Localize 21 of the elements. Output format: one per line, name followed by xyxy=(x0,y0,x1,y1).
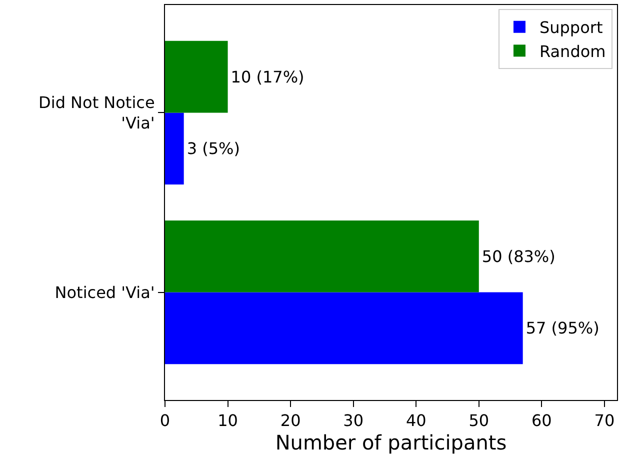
data-label: 3 (5%) xyxy=(186,139,240,158)
x-tick-label: 70 xyxy=(594,411,615,430)
bar xyxy=(165,112,184,185)
data-label: 50 (83%) xyxy=(482,246,556,266)
bar xyxy=(165,40,228,113)
data-label: 57 (95%) xyxy=(526,318,600,338)
x-axis-title: Number of participants xyxy=(275,430,507,455)
data-label: 10 (17%) xyxy=(230,67,304,86)
x-tick-label: 0 xyxy=(160,411,170,430)
x-tick-label: 20 xyxy=(280,411,301,430)
x-tick-label: 40 xyxy=(406,411,426,430)
bar xyxy=(165,220,479,292)
y-tick-label: Did Not Notice 'Via' xyxy=(38,92,155,133)
x-tick-label: 30 xyxy=(343,411,364,430)
legend-label: Random xyxy=(539,42,606,61)
x-tick-label: 10 xyxy=(218,411,238,430)
x-tick-label: 50 xyxy=(468,411,490,430)
bar xyxy=(165,292,523,364)
x-tick-label: 60 xyxy=(531,411,552,430)
legend-label: Support xyxy=(539,18,603,38)
y-tick-label: Noticed 'Via' xyxy=(54,282,155,302)
